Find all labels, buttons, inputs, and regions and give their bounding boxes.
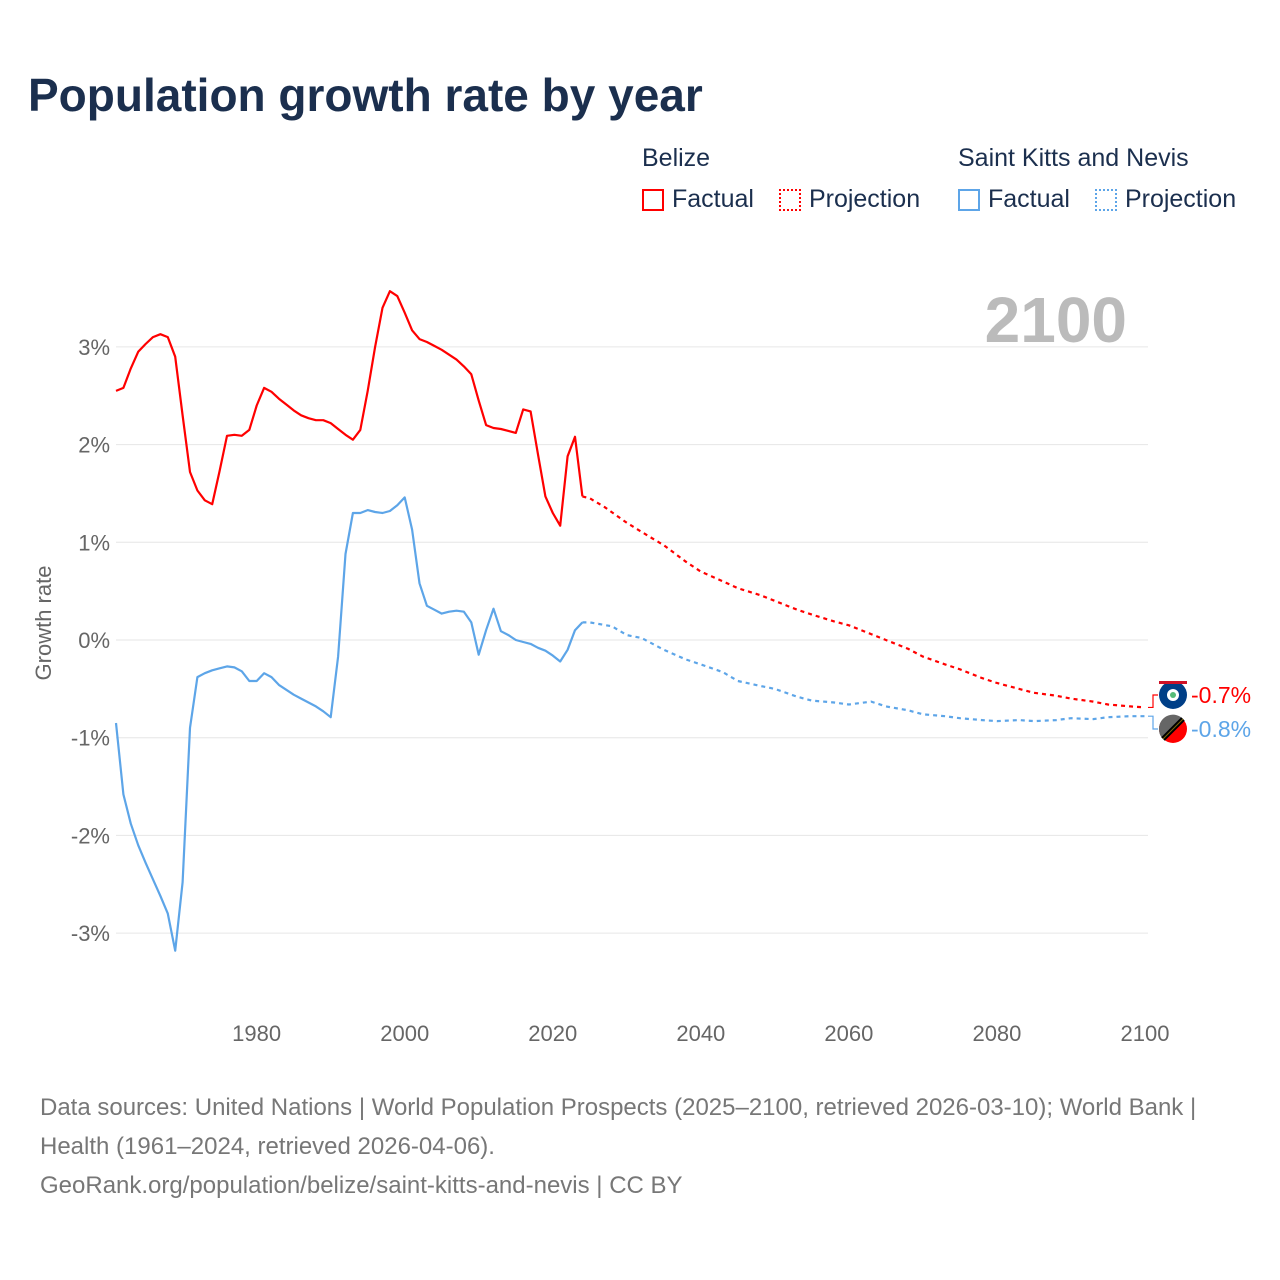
data-sources: Data sources: United Nations | World Pop…	[40, 1094, 1197, 1160]
x-tick-label: 2020	[528, 1021, 577, 1046]
y-axis-label: Growth rate	[31, 566, 56, 681]
x-tick-label: 2080	[972, 1021, 1021, 1046]
saint-kitts-factual-line	[114, 496, 584, 952]
saint-kitts-end-value-label: -0.8%	[1191, 716, 1251, 742]
dotted-swatch-icon	[778, 188, 801, 211]
legend-label: Projection	[808, 185, 921, 213]
label-connector	[1148, 694, 1158, 709]
x-tick-label: 2000	[380, 1021, 429, 1046]
chart-title: Population growth rate by year	[28, 69, 703, 121]
current-year-label: 2100	[985, 284, 1127, 356]
y-tick-label: -1%	[71, 726, 110, 751]
x-tick-label: 1980	[232, 1021, 281, 1046]
legend-belize: Belize Factual Projection	[642, 144, 938, 218]
legend-skn-factual[interactable]: Factual	[958, 185, 1070, 214]
legend-skn-projection[interactable]: Projection	[1094, 185, 1237, 214]
y-tick-label: -2%	[71, 823, 110, 848]
y-tick-label: 3%	[78, 335, 110, 360]
x-tick-label: 2100	[1121, 1021, 1170, 1046]
belize-end-value-label: -0.7%	[1191, 682, 1251, 708]
legend-label: Factual	[988, 185, 1070, 213]
y-tick-label: 1%	[78, 530, 110, 555]
solid-swatch-icon	[958, 188, 980, 211]
x-tick-label: 2060	[824, 1021, 873, 1046]
saint-kitts-projection-line	[582, 621, 1145, 723]
belize-flag-icon	[1159, 681, 1187, 709]
legend-belize-projection[interactable]: Projection	[778, 185, 921, 214]
label-connector	[1148, 715, 1158, 730]
belize-factual-line	[115, 290, 584, 527]
belize-projection-line	[582, 495, 1146, 709]
legend-group-name: Belize	[642, 144, 711, 172]
x-tick-label: 2040	[676, 1021, 725, 1046]
y-tick-label: 2%	[78, 433, 110, 458]
legend-label: Factual	[672, 185, 754, 213]
saint-kitts-flag-icon	[1158, 714, 1187, 743]
footer: Data sources: United Nations | World Pop…	[40, 1088, 1240, 1205]
solid-swatch-icon	[642, 188, 664, 211]
dotted-swatch-icon	[1094, 188, 1117, 211]
legend-label: Projection	[1124, 185, 1237, 213]
legend-belize-factual[interactable]: Factual	[642, 185, 754, 214]
y-tick-label: -3%	[71, 921, 110, 946]
legend-saint-kitts: Saint Kitts and Nevis Factual Projection	[958, 144, 1254, 218]
y-tick-label: 0%	[78, 628, 110, 653]
legend-group-name: Saint Kitts and Nevis	[958, 144, 1189, 172]
source-url[interactable]: GeoRank.org/population/belize/saint-kitt…	[40, 1172, 683, 1199]
